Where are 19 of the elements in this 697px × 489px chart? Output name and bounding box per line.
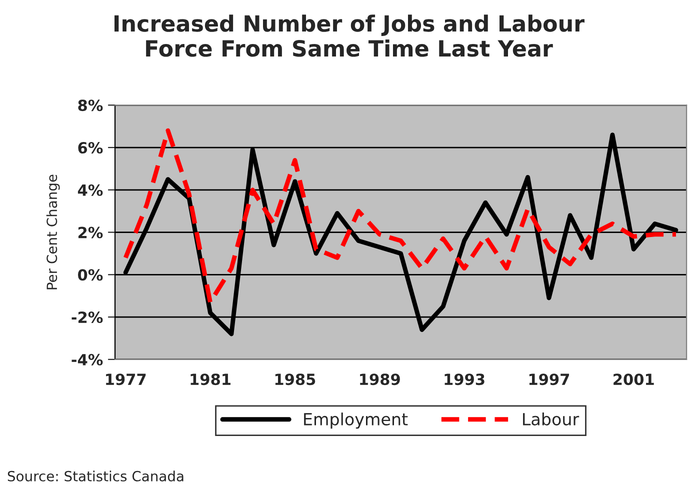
source-note: Source: Statistics Canada: [8, 470, 184, 482]
y-axis-title: Per Cent Change: [46, 174, 60, 290]
y-tick-label: 0%: [78, 269, 103, 281]
y-tick-label: 4%: [78, 184, 103, 196]
y-tick-label: 8%: [78, 100, 103, 112]
legend-label: Employment: [304, 412, 408, 429]
y-tick-label: -4%: [72, 354, 103, 366]
x-tick-label: 1997: [529, 374, 569, 386]
chart-title: Increased Number of Jobs and Labour Force From Same Time Last Year: [114, 14, 585, 57]
legend-label: Labour: [523, 412, 580, 426]
x-tick-label: 1977: [106, 374, 146, 386]
x-tick-label: 1981: [190, 374, 230, 386]
y-tick-label: 2%: [78, 226, 103, 238]
y-tick-label: 6%: [78, 142, 103, 154]
x-tick-label: 1993: [444, 374, 484, 386]
x-tick-label: 1989: [360, 374, 400, 386]
y-tick-label: -2%: [72, 312, 103, 324]
x-tick-label: 1985: [275, 374, 316, 386]
x-tick-label: 2001: [614, 374, 654, 386]
